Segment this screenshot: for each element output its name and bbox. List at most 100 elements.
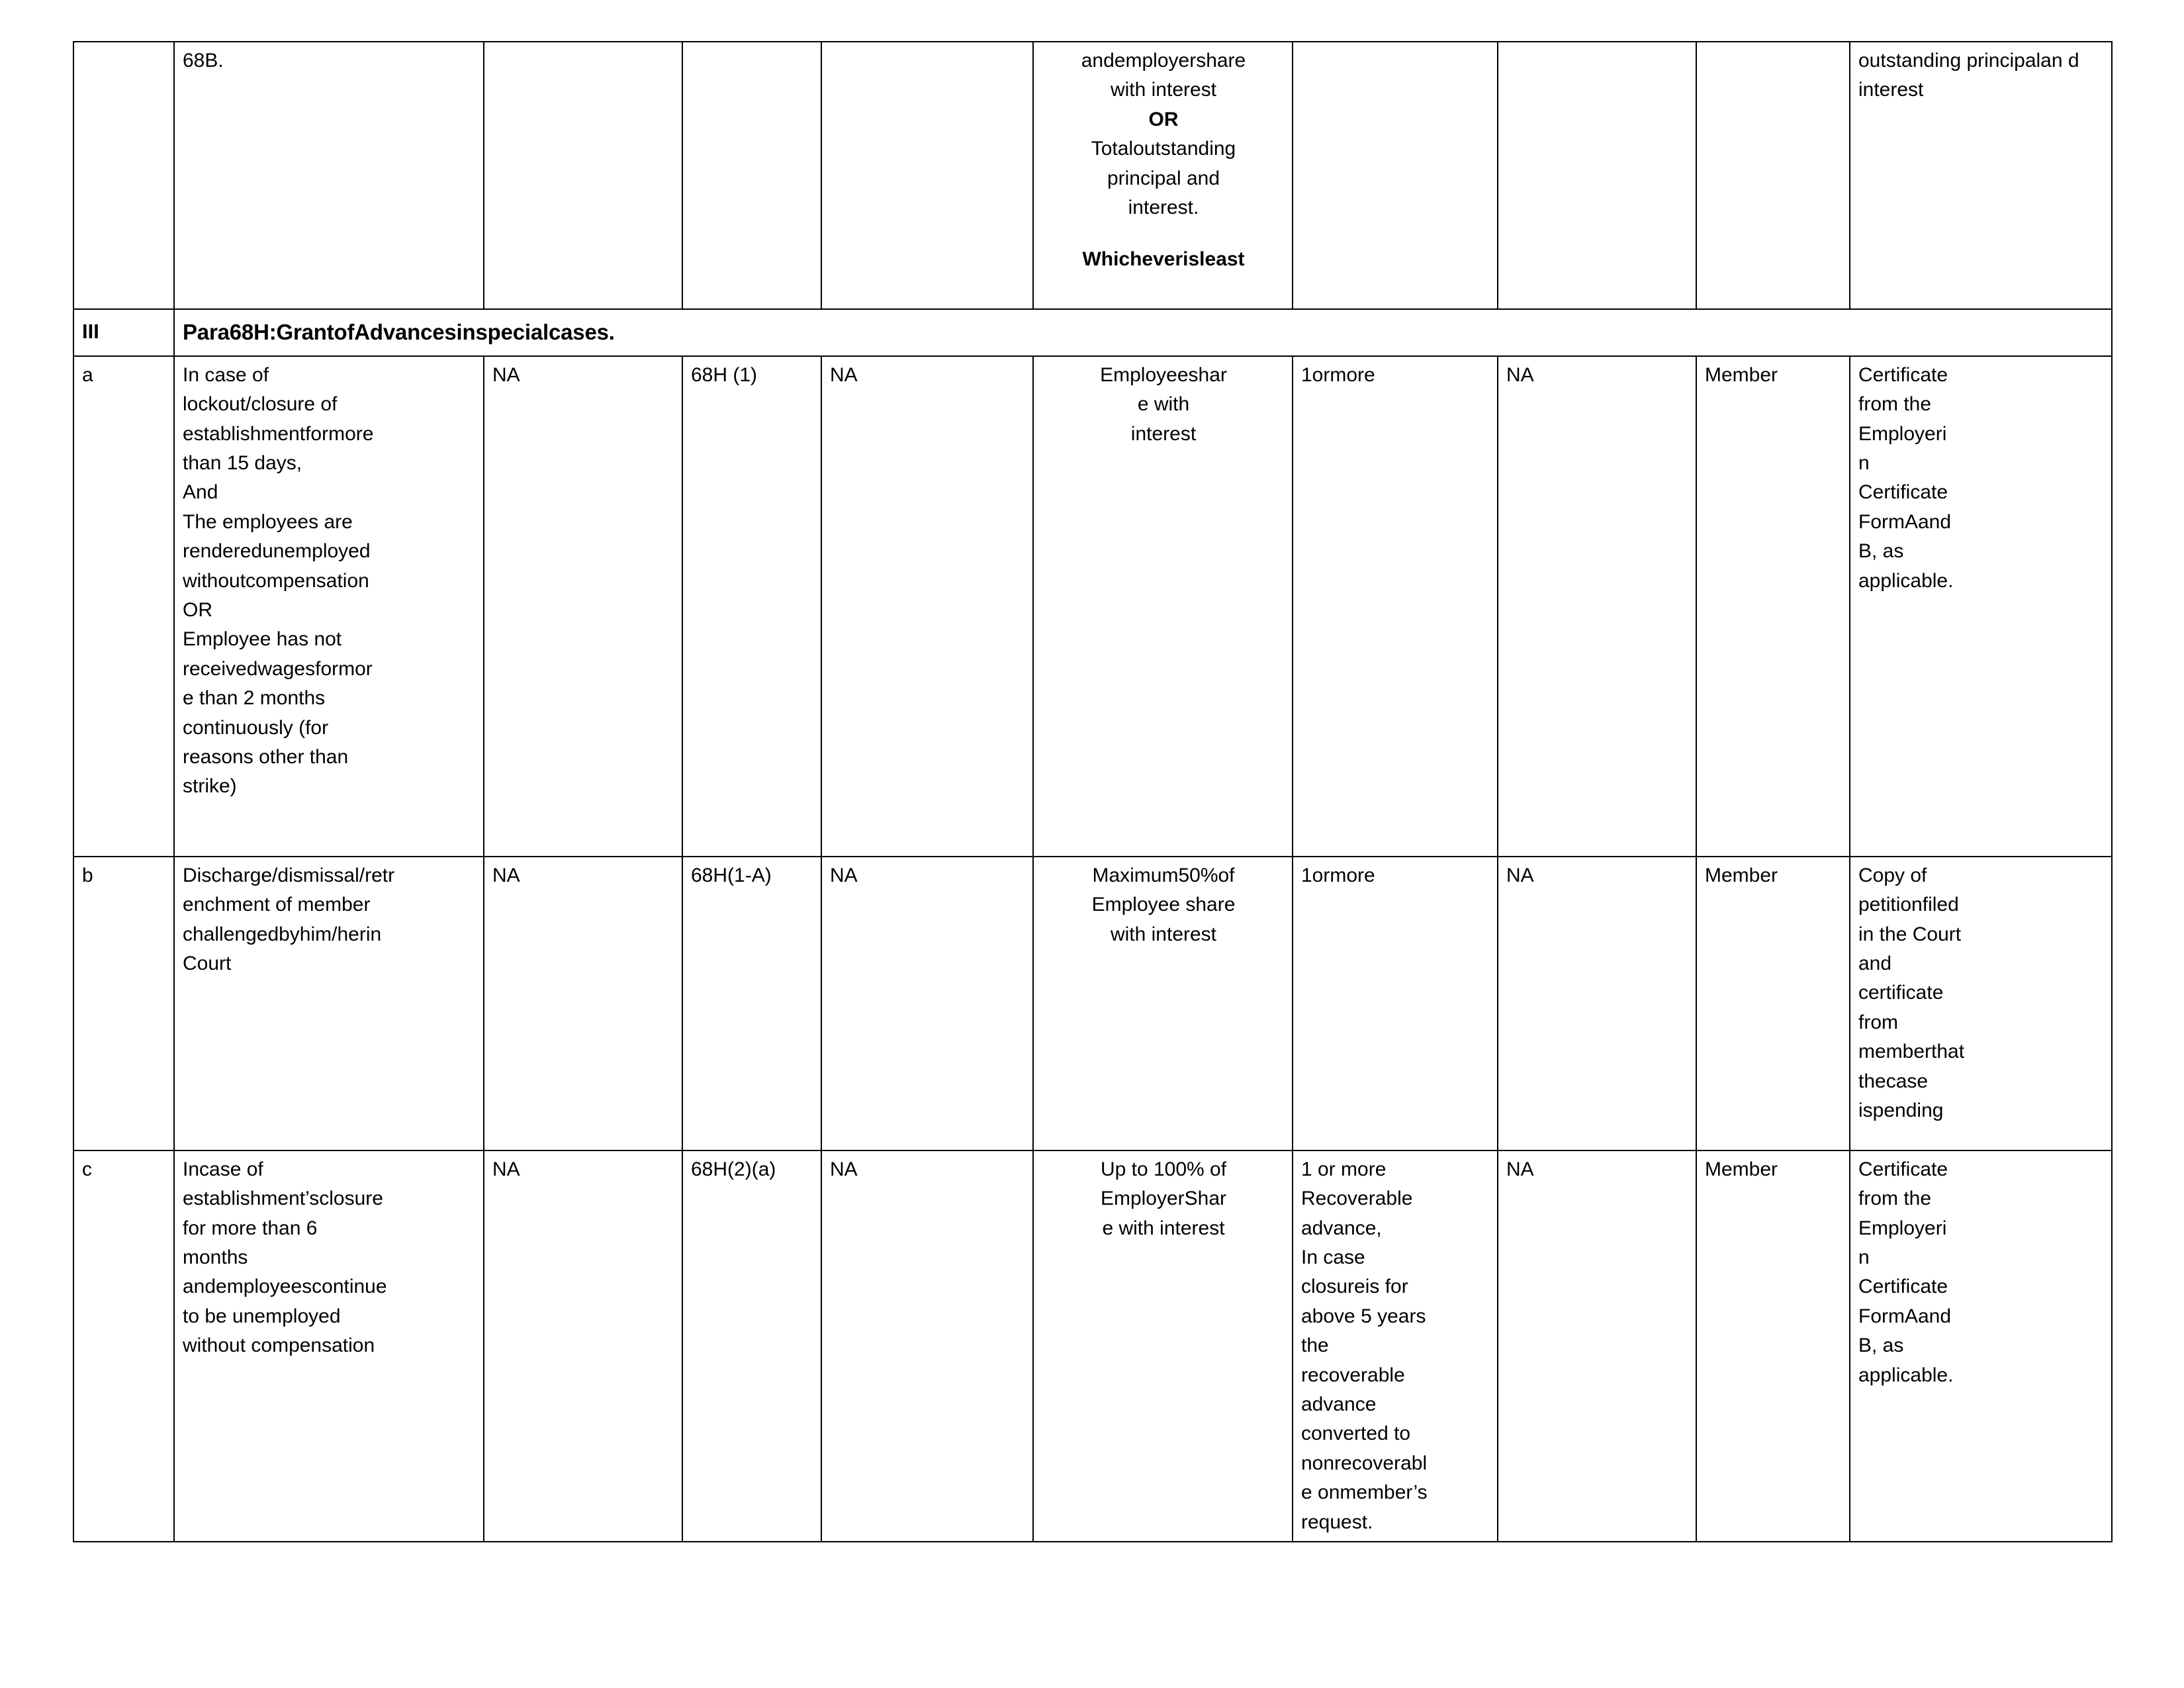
purpose-line: continuously (for — [183, 716, 329, 739]
cell-certificate: Certificate from the Employeri n Certifi… — [1849, 355, 2113, 857]
cell-certificate: Certificate from the Employeri n Certifi… — [1849, 1149, 2113, 1542]
cell-purpose: 68B. — [173, 41, 484, 310]
certificate-line: Employeri — [1858, 422, 1947, 445]
certificate-line: and — [1858, 953, 1892, 974]
cell-applicant — [1696, 41, 1850, 310]
amount-line: interest — [1130, 422, 1197, 445]
cell-serial: b — [73, 855, 175, 1151]
amount-line-3: Totaloutstanding — [1091, 138, 1236, 160]
cell-purpose: In case of lockout/closure of establishm… — [173, 355, 484, 857]
certificate-line: applicable. — [1858, 569, 1954, 592]
certificate-line: from — [1858, 1011, 1898, 1033]
certificate-line: from the — [1858, 1188, 1932, 1210]
epf-advances-table: 68B. andemployershare with interest OR T… — [73, 41, 2113, 1542]
cell-times: 1ormore — [1292, 855, 1498, 1151]
cell-amount: Up to 100% of EmployerShar e with intere… — [1032, 1149, 1293, 1542]
times-line: In case — [1301, 1246, 1365, 1268]
table-row-68b-continuation: 68B. andemployershare with interest OR T… — [73, 41, 2113, 310]
certificate-line: certificate — [1858, 982, 1944, 1004]
purpose-line: And — [183, 481, 218, 504]
cell-serial — [73, 41, 175, 310]
cell-certificate: Copy of petitionfiled in the Court and c… — [1849, 855, 2113, 1151]
cell-applicant: Member — [1696, 355, 1850, 857]
cell-amount: Maximum50%of Employee share with interes… — [1032, 855, 1293, 1151]
times-line: request. — [1301, 1511, 1373, 1533]
certificate-line: ispending — [1858, 1099, 1944, 1121]
purpose-line: reasons other than — [183, 745, 349, 768]
purpose-line: Discharge/dismissal/retr — [183, 864, 395, 886]
certificate-line: FormAand — [1858, 1305, 1952, 1327]
certificate-line: memberthat — [1858, 1041, 1965, 1063]
times-line: nonrecoverabl — [1301, 1452, 1428, 1474]
times-line: above 5 years — [1301, 1305, 1426, 1327]
purpose-line: receivedwagesformor — [183, 657, 373, 680]
cell-documents — [483, 41, 683, 310]
cell-limit: NA — [1497, 355, 1697, 857]
cell-times: 1 or more Recoverable advance, In case c… — [1292, 1149, 1498, 1542]
table-row-section-heading: III Para68H:GrantofAdvancesinspecialcase… — [73, 308, 2113, 357]
amount-line: e with — [1137, 393, 1190, 416]
cell-amount: Employeeshar e with interest — [1032, 355, 1293, 857]
purpose-line: for more than 6 — [183, 1217, 318, 1239]
purpose-line: lockout/closure of — [183, 393, 338, 416]
purpose-line: Court — [183, 953, 232, 974]
amount-whichever-least: Whicheverisleast — [1082, 248, 1245, 271]
times-line: advance — [1301, 1393, 1377, 1415]
certificate-line: Employeri — [1858, 1217, 1947, 1239]
certificate-line: Certificate — [1858, 1276, 1948, 1298]
certificate-line: n — [1858, 452, 1870, 474]
amount-line-4: principal and — [1107, 167, 1220, 189]
cell-limit — [1497, 41, 1697, 310]
table-row-b: b Discharge/dismissal/retr enchment of m… — [73, 855, 2113, 1151]
cell-limit: NA — [1497, 1149, 1697, 1542]
amount-line: Employeeshar — [1100, 363, 1227, 386]
purpose-line: strike) — [183, 775, 237, 798]
purpose-line: withoutcompensation — [183, 569, 369, 592]
purpose-line: challengedbyhim/herin — [183, 923, 382, 945]
amount-line: Maximum50%of — [1092, 864, 1235, 886]
purpose-line: establishmentformore — [183, 422, 374, 445]
purpose-line: The employees are — [183, 510, 353, 533]
cell-applicant: Member — [1696, 855, 1850, 1151]
times-line: the — [1301, 1335, 1329, 1357]
purpose-line: than 15 days, — [183, 452, 302, 474]
cell-para: 68H(2)(a) — [682, 1149, 822, 1542]
times-line: 1 or more — [1301, 1158, 1387, 1180]
certificate-line: in the Court — [1858, 923, 1962, 945]
purpose-line: enchment of member — [183, 894, 371, 916]
cell-amount: andemployershare with interest OR Totalo… — [1032, 41, 1293, 310]
amount-or-label: OR — [1148, 108, 1179, 130]
times-line: closureis for — [1301, 1276, 1408, 1298]
table-row-c: c Incase of establishment’sclosure for m… — [73, 1149, 2113, 1542]
times-line: Recoverable — [1301, 1188, 1413, 1210]
purpose-line: months — [183, 1246, 248, 1268]
certificate-line: thecase — [1858, 1070, 1929, 1092]
amount-line: Employee share — [1091, 894, 1236, 916]
cell-serial: a — [73, 355, 175, 857]
times-line: advance, — [1301, 1217, 1382, 1239]
certificate-line: petitionfiled — [1858, 894, 1959, 916]
certificate-line: from the — [1858, 393, 1932, 416]
amount-line: e with interest — [1102, 1217, 1225, 1239]
section-title: Para68H:GrantofAdvancesinspecialcases. — [173, 308, 2113, 357]
cell-purpose: Incase of establishment’sclosure for mor… — [173, 1149, 484, 1542]
cell-limit: NA — [1497, 855, 1697, 1151]
cell-service: NA — [821, 855, 1034, 1151]
amount-line-1: andemployershare — [1081, 50, 1246, 71]
cell-service — [821, 41, 1034, 310]
cell-documents: NA — [483, 355, 683, 857]
purpose-line: andemployeescontinue — [183, 1276, 387, 1298]
section-number: III — [73, 308, 175, 357]
cell-service: NA — [821, 1149, 1034, 1542]
cell-purpose: Discharge/dismissal/retr enchment of mem… — [173, 855, 484, 1151]
purpose-line: In case of — [183, 363, 269, 386]
times-line: recoverable — [1301, 1364, 1405, 1386]
table-row-a: a In case of lockout/closure of establis… — [73, 355, 2113, 857]
amount-line: Up to 100% of — [1100, 1158, 1227, 1180]
certificate-line: Certificate — [1858, 363, 1948, 386]
certificate-line: Copy of — [1858, 864, 1927, 886]
certificate-line: applicable. — [1858, 1364, 1954, 1386]
cell-service: NA — [821, 355, 1034, 857]
amount-gap — [1042, 222, 1285, 245]
